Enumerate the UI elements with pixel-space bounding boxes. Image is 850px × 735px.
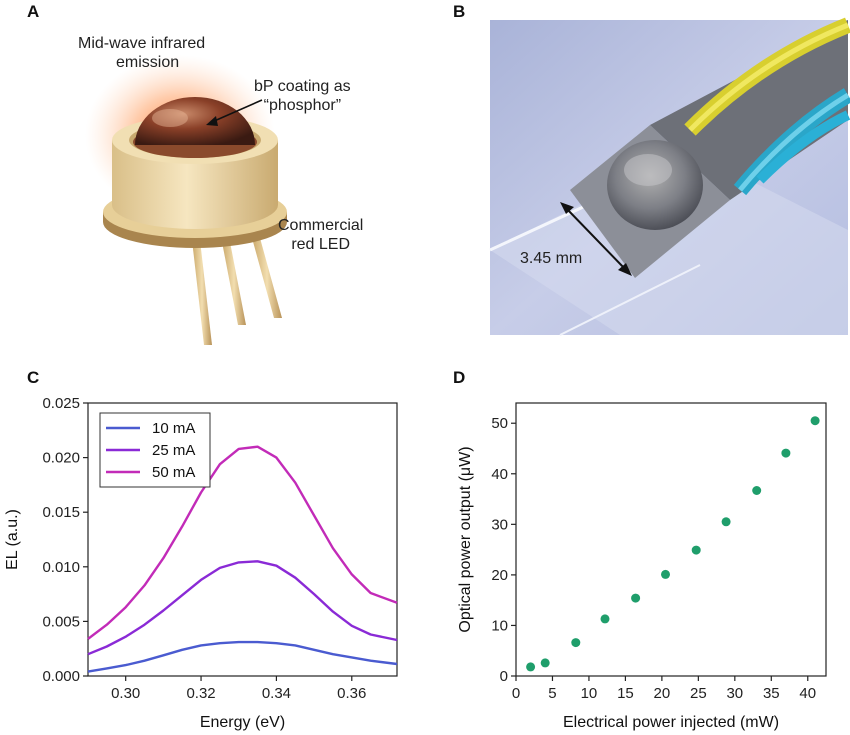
- plot-frame-d: [515, 402, 827, 677]
- series-line-50ma: [87, 445, 398, 640]
- y-axis-title-d: Optical power output (μW): [457, 446, 474, 632]
- led-leg-3: [252, 238, 282, 318]
- panel-letter-b: B: [453, 2, 466, 21]
- scatter-point: [721, 517, 731, 527]
- label-coating: bP coating as “phosphor”: [254, 78, 351, 114]
- x-tick-label-d: 25: [690, 685, 707, 702]
- led-illustration: [85, 55, 287, 345]
- x-axis-title-d: Electrical power injected (mW): [563, 714, 779, 731]
- legend-label-c: 10 mA: [152, 420, 195, 437]
- panel-letter-a: A: [27, 2, 40, 21]
- x-tick-label-c: 0.32: [186, 685, 215, 702]
- bp-dome: [135, 97, 255, 145]
- y-axis-title-c: EL (a.u.): [4, 509, 21, 570]
- led-can: [112, 140, 278, 229]
- x-tick-label-d: 30: [726, 685, 743, 702]
- x-tick-label-d: 35: [763, 685, 780, 702]
- dimension-label: 3.45 mm: [520, 250, 583, 267]
- x-tick-label-d: 20: [654, 685, 671, 702]
- y-tick-label-d: 40: [491, 466, 508, 483]
- x-tick-label-d: 10: [581, 685, 598, 702]
- scatter-point: [600, 614, 610, 624]
- scatter-point: [631, 593, 641, 603]
- plot-frame-c: [87, 402, 398, 677]
- x-tick-label-d: 15: [617, 685, 634, 702]
- x-tick-label-c: 0.34: [262, 685, 291, 702]
- series-line-25ma: [87, 560, 398, 656]
- y-tick-label-d: 10: [491, 617, 508, 634]
- x-tick-label-d: 5: [548, 685, 556, 702]
- device-photo: [489, 17, 850, 336]
- y-tick-label-d: 0: [500, 668, 508, 685]
- y-tick-label-d: 20: [491, 567, 508, 584]
- coating-arrow: [211, 99, 263, 123]
- scatter-point: [810, 416, 820, 426]
- scatter-point: [752, 486, 762, 495]
- scatter-point: [691, 545, 701, 555]
- y-tick-label-c: 0.000: [42, 668, 80, 685]
- label-led: Commercial red LED: [278, 217, 364, 253]
- panel-letter-c: C: [27, 368, 40, 387]
- y-tick-label-d: 50: [491, 415, 508, 432]
- scatter-point: [526, 662, 536, 672]
- scatter-point: [571, 638, 581, 648]
- dimension-arrow: [565, 207, 627, 271]
- x-axis-title-c: Energy (eV): [200, 714, 285, 731]
- y-tick-label-c: 0.025: [42, 395, 80, 412]
- legend-label-c: 50 mA: [152, 464, 195, 481]
- panel-letter-d: D: [453, 368, 466, 387]
- led-leg-2: [222, 242, 246, 325]
- x-tick-label-d: 0: [512, 685, 520, 702]
- legend-label-c: 25 mA: [152, 442, 195, 459]
- led-leg-1: [192, 240, 212, 345]
- scatter-point: [661, 569, 670, 579]
- x-tick-label-d: 40: [799, 685, 816, 702]
- y-tick-label-c: 0.015: [42, 504, 80, 521]
- label-emission: Mid-wave infrared emission: [78, 35, 206, 71]
- x-tick-label-c: 0.30: [111, 685, 140, 702]
- y-tick-label-d: 30: [491, 516, 508, 533]
- scatter-point: [540, 658, 550, 668]
- series-line-10ma: [87, 640, 398, 673]
- scatter-point: [781, 448, 791, 458]
- y-tick-label-c: 0.020: [42, 450, 80, 467]
- x-tick-label-c: 0.36: [337, 685, 366, 702]
- y-tick-label-c: 0.010: [42, 559, 80, 576]
- y-tick-label-c: 0.005: [42, 613, 80, 630]
